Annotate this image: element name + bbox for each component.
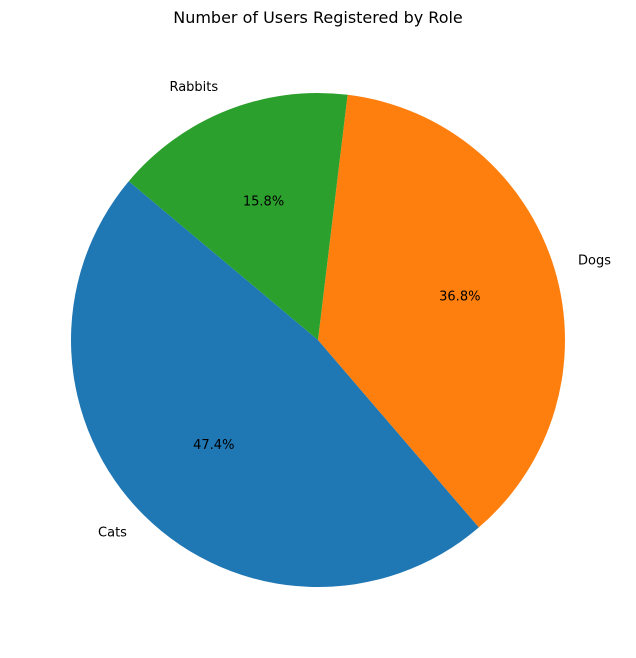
slice-label-dogs: Dogs [578, 254, 611, 269]
pie-slice-cats [71, 181, 479, 587]
pie-slice-dogs [318, 94, 565, 528]
slice-percent-cats: 47.4% [193, 438, 234, 453]
slice-label-rabbits: Rabbits [169, 80, 218, 95]
slice-label-cats: Cats [98, 526, 127, 541]
slice-percent-rabbits: 15.8% [243, 195, 284, 210]
slice-percent-dogs: 36.8% [439, 289, 480, 304]
pie-slice-rabbits [128, 93, 348, 340]
chart-title: Number of Users Registered by Role [173, 8, 463, 27]
